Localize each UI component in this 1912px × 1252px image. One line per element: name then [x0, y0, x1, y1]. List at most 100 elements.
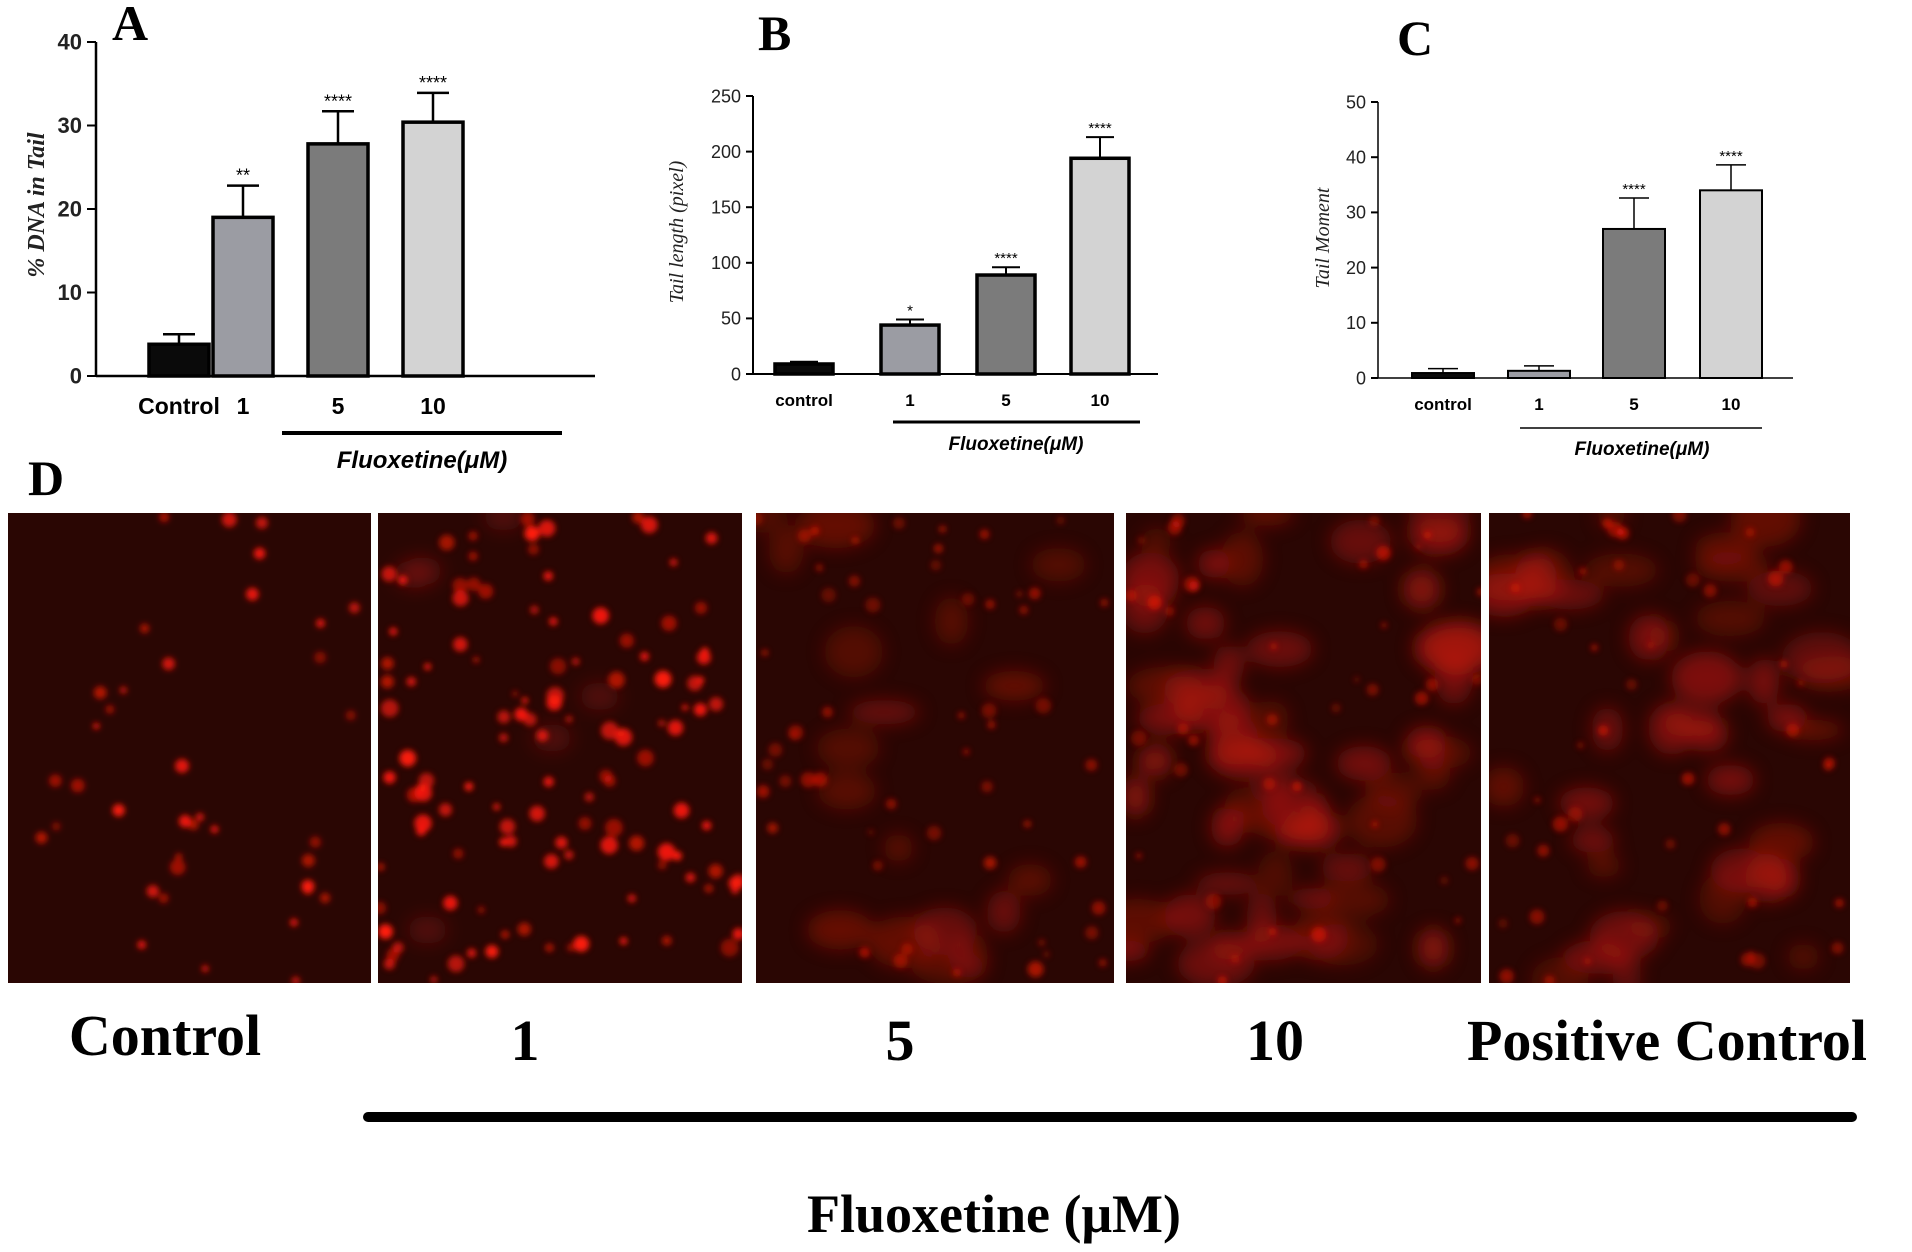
nucleus-spot: [485, 944, 499, 959]
nucleus-spot: [756, 784, 770, 798]
nucleus-spot: [821, 587, 836, 603]
comet-tail: [1699, 873, 1747, 925]
nucleus-spot: [1167, 520, 1182, 535]
nucleus-spot: [640, 516, 658, 534]
nucleus-spot: [859, 947, 870, 958]
nucleus-spot: [195, 812, 205, 822]
comet-tail: [1586, 853, 1622, 878]
panel-letter-d: D: [28, 450, 64, 506]
comet-tail: [1694, 600, 1766, 637]
category-label: 10: [420, 393, 446, 419]
significance-label: ****: [1622, 181, 1646, 198]
significance-label: ****: [1719, 148, 1743, 165]
y-tick-label: 30: [58, 113, 82, 138]
nucleus-spot: [1579, 567, 1587, 575]
nucleus-spot: [314, 651, 327, 664]
micrograph-spots: [35, 513, 360, 983]
nucleus-spot: [514, 707, 528, 722]
nucleus-spot: [512, 690, 519, 697]
nucleus-spot: [112, 803, 125, 817]
comet-tail: [1185, 606, 1226, 640]
nucleus-spot: [548, 617, 558, 626]
nucleus-spot: [1074, 856, 1087, 868]
y-axis-label-c: Tail Moment: [1312, 187, 1334, 288]
nucleus-spot: [1625, 679, 1637, 691]
nucleus-spot: [1130, 730, 1147, 746]
nucleus-spot: [345, 710, 356, 721]
nucleus-spot: [1311, 926, 1327, 943]
y-tick-label: 20: [1346, 258, 1366, 278]
comet-tail: [1195, 872, 1260, 895]
nucleus-spot: [1359, 559, 1369, 569]
nucleus-spot: [571, 657, 580, 666]
comet-tail: [1246, 631, 1314, 668]
comet-tail: [1628, 614, 1670, 661]
nucleus-spot: [673, 802, 690, 819]
nucleus-spots: [35, 513, 360, 983]
nucleus-spot: [1027, 961, 1044, 978]
nucleus-spot: [1043, 950, 1050, 958]
y-ticks-b: 0 50 100 150 200 250: [711, 86, 753, 384]
nucleus-spot: [545, 943, 554, 953]
nucleus-spot: [477, 906, 485, 914]
nucleus-spot: [685, 872, 696, 883]
comet-tail: [1209, 930, 1248, 961]
nucleus-spot: [520, 513, 535, 527]
nucleus-spot: [175, 853, 183, 861]
nucleus-spot: [867, 829, 874, 836]
comet-tail: [1402, 569, 1441, 610]
nucleus-spot: [1657, 900, 1668, 911]
nucleus-spot: [1786, 723, 1800, 737]
nucleus-spot: [1038, 939, 1046, 947]
nucleus-spot: [813, 772, 828, 787]
nucleus-spot: [790, 732, 797, 739]
nucleus-spot: [406, 676, 417, 687]
nucleus-spot: [500, 930, 510, 939]
category-label: 5: [1001, 391, 1010, 410]
comet-tail: [1346, 793, 1418, 848]
group-label-c: Fluoxetine(μM): [1575, 439, 1710, 460]
micrograph-spots: [1489, 513, 1850, 983]
nucleus-spot: [447, 955, 465, 973]
comet-tail: [816, 728, 880, 768]
nucleus-spot: [696, 650, 711, 665]
nucleus-spot: [1834, 898, 1844, 908]
comet-tail: [1126, 552, 1180, 607]
comet-tail: [1030, 547, 1087, 582]
nucleus-spot: [119, 686, 128, 694]
nucleus-spot: [499, 733, 509, 743]
nucleus-spot: [619, 937, 628, 945]
nucleus-spot: [162, 657, 175, 671]
nucleus-spot: [70, 778, 85, 793]
nucleus-spot: [48, 774, 62, 788]
nucleus-spot: [536, 729, 549, 742]
nucleus-spot: [788, 725, 804, 741]
panel-letter-a: A: [112, 0, 148, 51]
bar: [401, 120, 465, 378]
comet-tail: [1413, 623, 1481, 673]
nucleus-spot: [1748, 951, 1755, 958]
nucleus-spot: [872, 860, 883, 871]
nucleus-spot: [565, 715, 573, 723]
nucleus-spot: [1647, 641, 1655, 649]
nucleus-spot: [452, 577, 468, 594]
nucleus-spot: [639, 651, 650, 661]
nucleus-spot: [728, 876, 742, 891]
nucleus-spot: [1552, 816, 1568, 832]
nucleus-spot: [389, 627, 398, 636]
comet-tail: [1558, 787, 1615, 820]
nucleus-spot: [1471, 674, 1481, 685]
nucleus-spot: [767, 822, 778, 834]
panel-d: D Control 1 5 10 Positive Control Fluoxe…: [8, 450, 1867, 1244]
nucleus-spot: [963, 748, 970, 755]
comet-tail: [1173, 685, 1252, 731]
comet-tail: [1417, 755, 1451, 791]
nucleus-spot: [468, 551, 478, 561]
nucleus-spot: [1184, 576, 1200, 592]
nucleus-spot: [592, 607, 610, 624]
bar: [211, 215, 275, 378]
nucleus-spot: [464, 782, 474, 791]
nucleus-spot: [380, 699, 399, 718]
